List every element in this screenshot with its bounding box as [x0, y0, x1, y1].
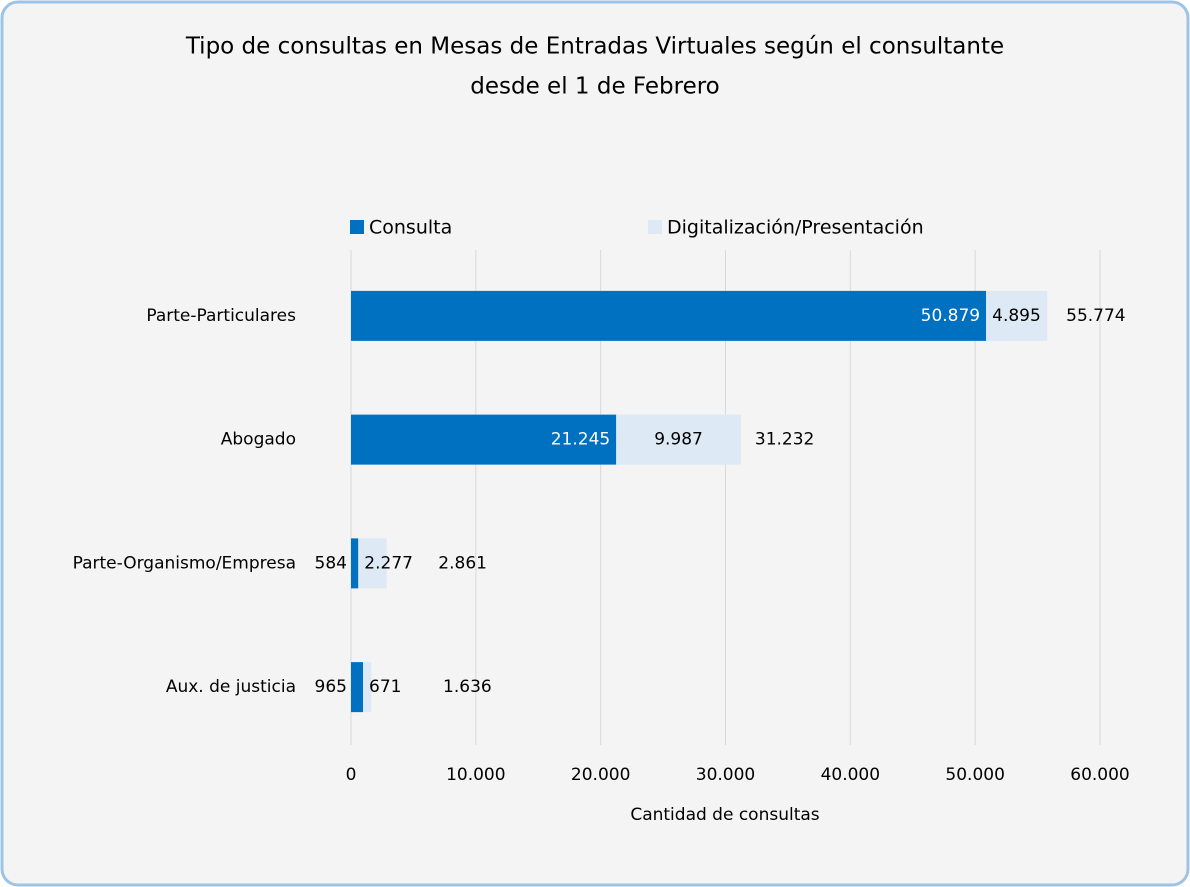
- legend-label: Digitalización/Presentación: [667, 217, 924, 239]
- x-tick-label: 50.000: [945, 765, 1004, 785]
- legend-label: Consulta: [369, 217, 452, 239]
- bar-segment: [351, 662, 363, 712]
- data-label: 4.895: [992, 306, 1041, 326]
- chart: Tipo de consultas en Mesas de Entradas V…: [0, 0, 1190, 887]
- y-tick-label: Abogado: [221, 430, 296, 450]
- bar-segment: [351, 291, 986, 341]
- x-tick-label: 0: [346, 765, 357, 785]
- legend-swatch: [350, 220, 364, 234]
- x-tick-label: 10.000: [446, 765, 505, 785]
- y-tick-label: Parte-Particulares: [146, 306, 296, 326]
- x-tick-label: 60.000: [1070, 765, 1129, 785]
- total-label: 31.232: [755, 430, 814, 450]
- y-tick-label: Parte-Organismo/Empresa: [73, 553, 296, 573]
- data-label: 21.245: [551, 430, 610, 450]
- x-tick-label: 40.000: [821, 765, 880, 785]
- chart-subtitle: desde el 1 de Febrero: [470, 74, 720, 100]
- data-label: 9.987: [654, 430, 703, 450]
- legend-swatch: [648, 220, 662, 234]
- y-tick-label: Aux. de justicia: [166, 677, 296, 697]
- data-label: 2.277: [364, 553, 413, 573]
- data-label: 50.879: [921, 306, 980, 326]
- x-tick-label: 20.000: [571, 765, 630, 785]
- data-label: 584: [315, 553, 347, 573]
- data-label: 671: [369, 677, 401, 697]
- total-label: 2.861: [438, 553, 487, 573]
- bar-segment: [351, 538, 358, 588]
- x-tick-label: 30.000: [696, 765, 755, 785]
- chart-title: Tipo de consultas en Mesas de Entradas V…: [185, 34, 1004, 60]
- x-axis-label: Cantidad de consultas: [630, 805, 819, 825]
- data-label: 965: [315, 677, 347, 697]
- total-label: 1.636: [443, 677, 492, 697]
- total-label: 55.774: [1066, 306, 1125, 326]
